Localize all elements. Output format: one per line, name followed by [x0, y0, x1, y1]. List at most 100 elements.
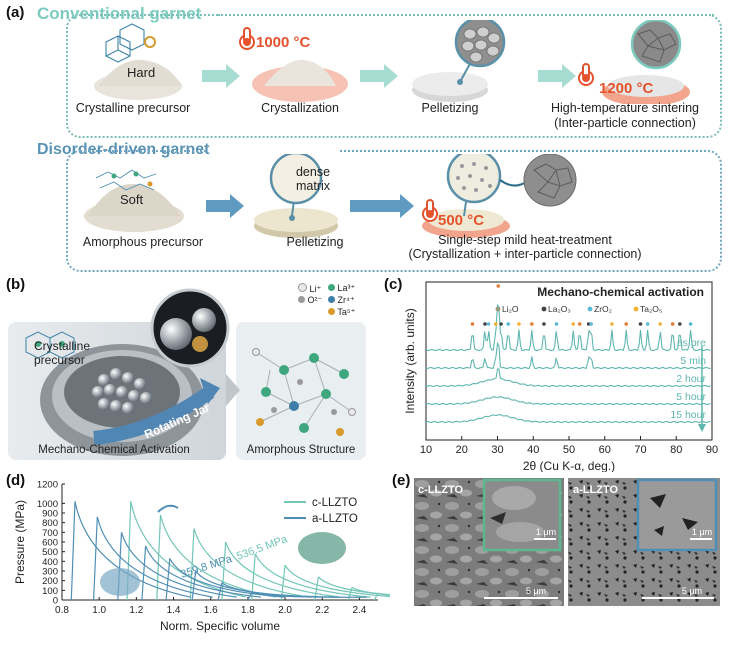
amorphous-caption: Amorphous Structure	[246, 444, 356, 456]
xrd-legend-label: La₂O₃	[548, 304, 571, 314]
xrd-legend-label: Li₂O	[502, 304, 519, 314]
matrix-label: matrix	[295, 179, 331, 193]
crystal-lattice-icon	[105, 23, 145, 63]
comp-y-tick-label: 300	[42, 567, 58, 578]
conventional-illustrations: Hard	[94, 20, 690, 104]
xrd-x-tick-label: 30	[491, 444, 503, 456]
temp-1000-label: 1000 °C	[256, 34, 311, 51]
comp-x-tick-label: 1.2	[129, 605, 143, 616]
xrd-peak-marker	[577, 322, 582, 326]
disorder-box	[66, 150, 722, 272]
xrd-legend-marker	[541, 306, 547, 312]
comp-x-axis-label: Norm. Specific volume	[160, 619, 280, 633]
xrd-x-axis-label: 2θ (Cu K-α, deg.)	[523, 459, 615, 472]
comp-y-tick-label: 500	[42, 547, 58, 558]
mechano-caption: Mechano-Chemical Activation	[38, 444, 190, 456]
comp-y-tick-label: 700	[42, 528, 58, 539]
caption-sintering-1: High-temperature sintering	[551, 101, 699, 115]
panel-c-label: (c)	[384, 276, 403, 293]
xrd-series-label: as pre	[677, 337, 706, 349]
comp-unload	[165, 558, 171, 601]
xrd-peak-marker	[624, 322, 628, 326]
xrd-peak-marker	[554, 322, 559, 326]
disorder-illustrations: Soft	[84, 154, 577, 238]
comp-unload	[347, 587, 353, 601]
comp-curve	[145, 545, 261, 598]
xrd-peak-marker	[470, 322, 475, 326]
legend-li: Li⁺	[309, 284, 322, 294]
xrd-legend-marker	[587, 306, 593, 312]
xrd-peak-marker	[542, 322, 546, 326]
comp-y-tick-label: 400	[42, 557, 58, 568]
comp-unload	[156, 514, 162, 601]
dense-label: dense	[295, 165, 331, 179]
comp-y-tick-label: 0	[53, 596, 58, 607]
legend-o: O²⁻	[307, 295, 323, 305]
comp-unload	[217, 582, 223, 601]
xrd-legend-marker	[633, 306, 639, 312]
amorphous-network-icon	[95, 169, 157, 191]
legend-ta: Ta⁵⁺	[337, 307, 356, 317]
xrd-peak-marker	[486, 322, 491, 326]
xrd-peak-marker	[678, 322, 682, 326]
comp-unload	[280, 565, 286, 601]
caption-sintering-2: (Inter-particle connection)	[554, 116, 696, 130]
xrd-peak-marker	[589, 322, 593, 326]
xrd-legend-label: ZrO₂	[594, 304, 612, 314]
panel-e-label: (e)	[392, 472, 411, 489]
left-inset-scale: 1 μm	[535, 527, 557, 537]
disorder-garnet-title: Disorder-driven garnet	[37, 141, 210, 158]
sem-images	[414, 478, 720, 606]
comp-x-tick-label: 2.4	[352, 605, 366, 616]
legend-la: La³⁺	[337, 283, 356, 293]
comp-legend-label: c-LLZTO	[312, 497, 357, 509]
xrd-x-tick-label: 20	[456, 444, 468, 456]
soft-label: Soft	[120, 192, 144, 207]
comp-x-tick-label: 0.8	[55, 605, 69, 616]
comp-unload	[247, 592, 253, 601]
comp-x-tick-label: 1.8	[241, 605, 255, 616]
xrd-series-label: 2 hour	[676, 373, 706, 385]
left-main-scale: 5 μm	[525, 586, 547, 596]
comp-x-tick-label: 1.6	[204, 605, 218, 616]
xrd-peak-marker	[610, 322, 614, 326]
panel-a-label: (a)	[6, 4, 25, 21]
comp-unload	[373, 592, 379, 601]
comp-curve	[377, 592, 390, 596]
comp-x-tick-label: 2.2	[315, 605, 329, 616]
xrd-peak-marker	[496, 284, 501, 288]
pellet-a-icon	[100, 568, 140, 596]
xrd-series-line	[425, 341, 711, 370]
comp-unload	[70, 501, 76, 601]
comp-y-tick-label: 600	[42, 538, 58, 549]
xrd-legend-label: Ta₂O₅	[640, 304, 662, 314]
comp-curve	[225, 541, 341, 598]
xrd-peak-marker	[483, 322, 487, 326]
xrd-x-tick-label: 10	[420, 444, 432, 456]
xrd-peak-marker	[638, 322, 643, 326]
comp-curve	[96, 516, 213, 598]
comp-unload	[221, 541, 227, 601]
comp-y-tick-label: 1000	[37, 499, 58, 510]
caption-pelletizing-2: Pelletizing	[286, 235, 344, 249]
caption-mild-2: (Crystallization + inter-particle connec…	[408, 247, 642, 261]
xrd-x-tick-label: 90	[706, 444, 718, 456]
xrd-peak-marker	[688, 322, 693, 326]
comp-y-tick-label: 900	[42, 509, 58, 520]
right-main-scale: 5 μm	[681, 586, 703, 596]
xrd-peak-marker	[658, 322, 662, 326]
comp-y-tick-label: 200	[42, 576, 58, 587]
crystalline-word: Crystalline	[34, 339, 91, 353]
legend-zr: Zr⁴⁺	[337, 295, 355, 305]
right-inset-scale: 1 μm	[691, 527, 713, 537]
panel-b-label: (b)	[6, 276, 26, 293]
hard-label: Hard	[127, 65, 155, 80]
xrd-series-label: 5 min	[680, 355, 706, 367]
pellet-c-icon	[298, 532, 346, 564]
comp-curve	[284, 564, 390, 597]
comp-annot-c: 536.5 MPa	[235, 533, 290, 563]
caption-crystallization: Crystallization	[261, 101, 339, 115]
xrd-series-line	[425, 368, 711, 388]
comp-curve	[74, 501, 191, 598]
